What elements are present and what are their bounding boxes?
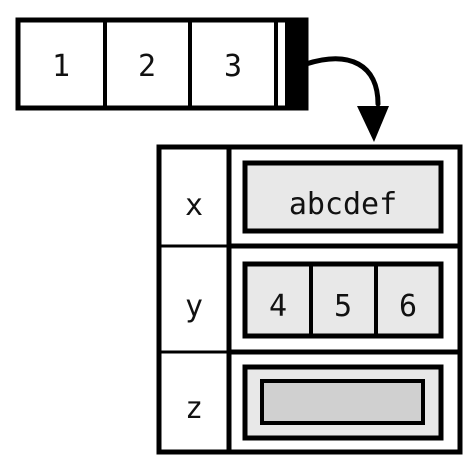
top-vector-cell-2: 2 <box>138 49 156 84</box>
inner-vector-frame <box>242 261 444 339</box>
top-vector-end-cap <box>285 20 306 108</box>
inner-vector-cell-5: 5 <box>334 289 352 324</box>
nested-inner-box <box>260 379 425 425</box>
top-vector-cell-1: 1 <box>52 49 70 84</box>
top-vector-cell-3: 3 <box>224 49 242 84</box>
list-structure: x y z abcdef 4 5 6 <box>156 144 463 455</box>
reference-arrow <box>303 56 389 142</box>
reference-arrow-line <box>303 56 381 107</box>
row-name-y: y <box>185 289 203 324</box>
reference-arrow-head <box>357 106 389 142</box>
top-vector: 1 2 3 <box>15 17 309 111</box>
string-value-box <box>242 160 444 234</box>
inner-vector-cell-6: 6 <box>399 289 417 324</box>
row-name-x: x <box>185 188 203 223</box>
string-value-text: abcdef <box>289 187 397 222</box>
row-name-z: z <box>185 391 203 426</box>
inner-vector-cell-4: 4 <box>269 289 287 324</box>
top-vector-frame <box>15 17 309 111</box>
